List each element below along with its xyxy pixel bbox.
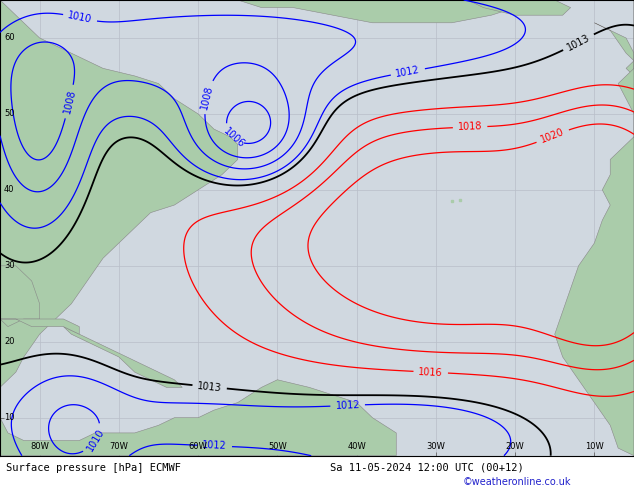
Text: 1006: 1006 [221,126,246,150]
Polygon shape [63,326,183,387]
Polygon shape [0,0,238,387]
Polygon shape [467,0,571,15]
Text: 1008: 1008 [62,89,77,115]
Text: 60: 60 [4,33,15,43]
Text: 40: 40 [4,185,15,195]
Text: 1018: 1018 [458,122,482,132]
Polygon shape [0,319,79,334]
Text: 20W: 20W [506,442,524,451]
Text: Surface pressure [hPa] ECMWF: Surface pressure [hPa] ECMWF [6,463,181,473]
Text: 40W: 40W [347,442,366,451]
Text: 1012: 1012 [395,65,421,79]
Text: 20: 20 [4,337,15,346]
Text: 1013: 1013 [197,381,223,393]
Text: ©weatheronline.co.uk: ©weatheronline.co.uk [463,477,571,487]
Text: 10: 10 [4,413,15,422]
Polygon shape [0,380,396,456]
Text: 1013: 1013 [566,32,592,52]
Text: 1012: 1012 [335,400,360,411]
Text: 1012: 1012 [202,441,227,451]
Polygon shape [595,23,634,76]
Text: 1020: 1020 [540,127,566,145]
Polygon shape [0,266,39,326]
Text: 1016: 1016 [418,367,443,378]
Text: 50W: 50W [268,442,287,451]
Text: 1010: 1010 [67,11,93,25]
Text: 60W: 60W [189,442,207,451]
Text: 10W: 10W [585,442,604,451]
Text: 70W: 70W [110,442,128,451]
Text: 1010: 1010 [85,427,107,453]
Polygon shape [555,0,634,456]
Polygon shape [238,0,515,23]
Text: 50: 50 [4,109,15,119]
Text: 1008: 1008 [199,84,215,110]
Text: 30: 30 [4,261,15,270]
Text: Sa 11-05-2024 12:00 UTC (00+12): Sa 11-05-2024 12:00 UTC (00+12) [330,463,524,473]
Text: 30W: 30W [427,442,445,451]
Text: 80W: 80W [30,442,49,451]
